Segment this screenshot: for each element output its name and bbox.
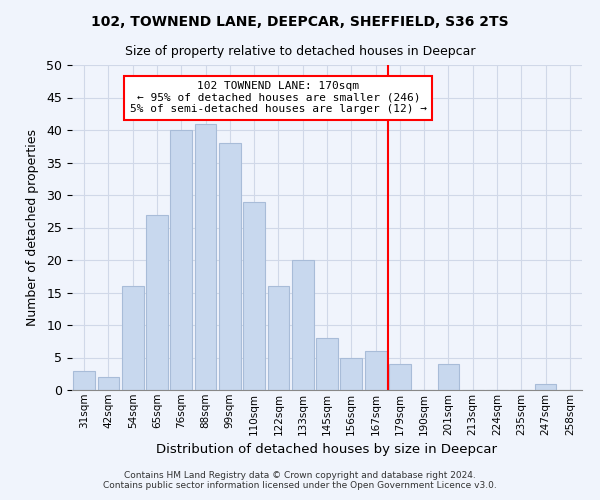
Y-axis label: Number of detached properties: Number of detached properties	[26, 129, 40, 326]
Bar	[219, 143, 241, 390]
Bar	[316, 338, 338, 390]
Bar	[243, 202, 265, 390]
Bar	[268, 286, 289, 390]
Text: 102 TOWNEND LANE: 170sqm
← 95% of detached houses are smaller (246)
5% of semi-d: 102 TOWNEND LANE: 170sqm ← 95% of detach…	[130, 81, 427, 114]
Bar	[340, 358, 362, 390]
Bar	[437, 364, 460, 390]
Bar	[146, 214, 168, 390]
Bar	[389, 364, 411, 390]
Bar	[170, 130, 192, 390]
Text: 102, TOWNEND LANE, DEEPCAR, SHEFFIELD, S36 2TS: 102, TOWNEND LANE, DEEPCAR, SHEFFIELD, S…	[91, 15, 509, 29]
Bar	[292, 260, 314, 390]
Bar	[73, 370, 95, 390]
Bar	[535, 384, 556, 390]
Bar	[194, 124, 217, 390]
Bar	[365, 351, 386, 390]
Text: Contains HM Land Registry data © Crown copyright and database right 2024.
Contai: Contains HM Land Registry data © Crown c…	[103, 470, 497, 490]
Bar	[122, 286, 143, 390]
Text: Size of property relative to detached houses in Deepcar: Size of property relative to detached ho…	[125, 45, 475, 58]
X-axis label: Distribution of detached houses by size in Deepcar: Distribution of detached houses by size …	[157, 443, 497, 456]
Bar	[97, 377, 119, 390]
